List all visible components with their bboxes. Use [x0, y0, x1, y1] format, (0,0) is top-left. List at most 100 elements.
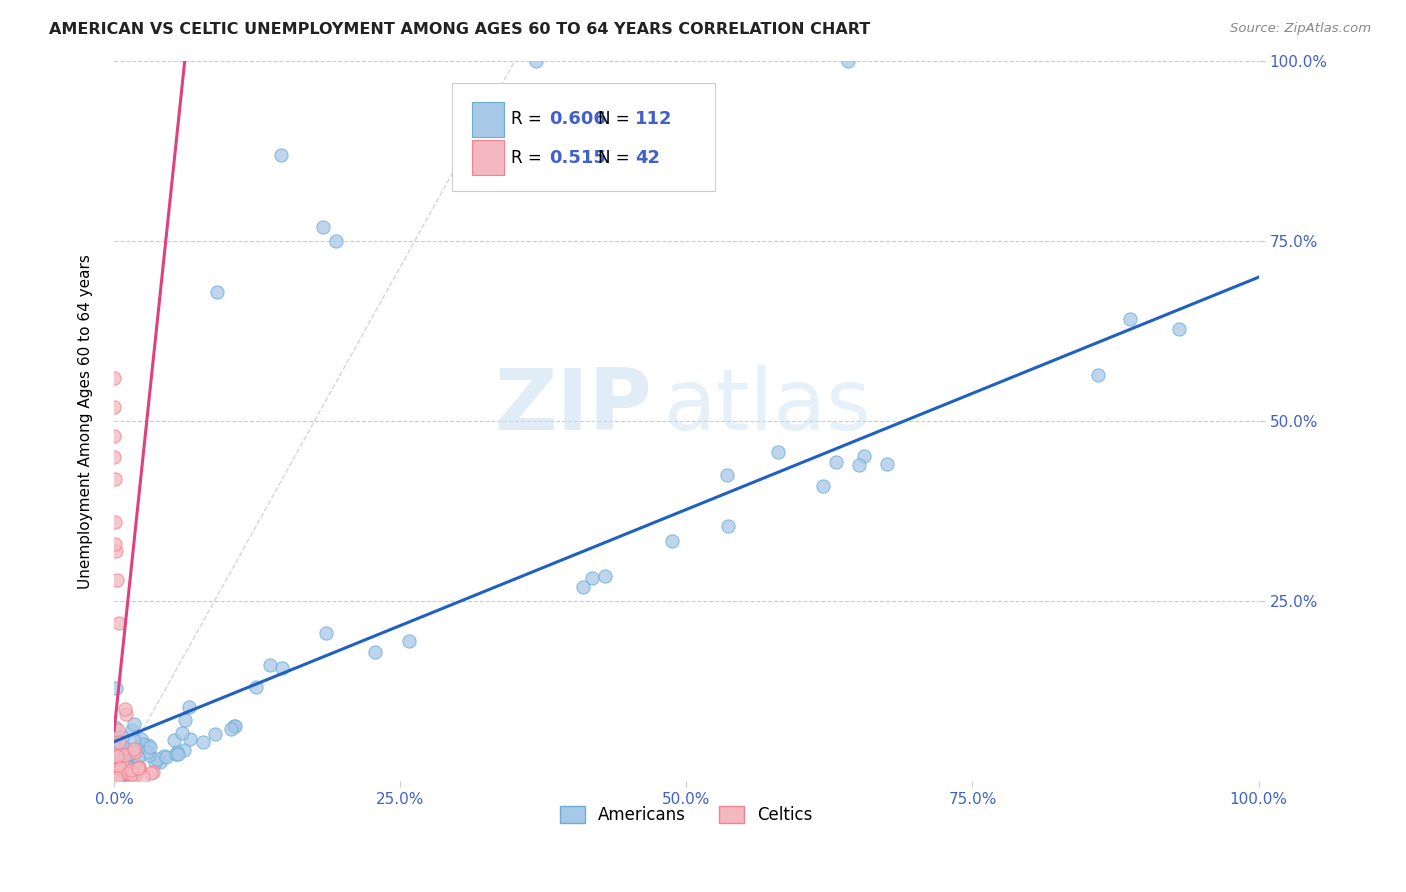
Text: Source: ZipAtlas.com: Source: ZipAtlas.com	[1230, 22, 1371, 36]
Text: N =: N =	[598, 149, 636, 167]
Point	[118, 766, 141, 780]
Point	[110, 750, 132, 764]
Point	[105, 770, 128, 784]
Point	[108, 764, 131, 778]
Point	[121, 763, 143, 777]
Point	[105, 769, 128, 783]
Point	[105, 772, 128, 786]
Point	[103, 400, 125, 414]
Point	[138, 747, 160, 762]
Point	[121, 766, 143, 780]
Point	[104, 536, 127, 550]
Point	[107, 771, 129, 785]
Point	[259, 658, 281, 673]
Point	[131, 737, 153, 751]
Point	[661, 534, 683, 549]
Text: R =: R =	[512, 149, 547, 167]
Point	[104, 764, 127, 779]
Text: 0.606: 0.606	[548, 111, 606, 128]
Point	[103, 428, 125, 442]
Point	[165, 747, 187, 762]
Point	[105, 730, 128, 744]
Point	[110, 741, 132, 756]
Point	[110, 760, 132, 774]
Point	[852, 449, 875, 463]
Point	[104, 773, 127, 788]
Point	[114, 702, 136, 716]
Point	[179, 732, 201, 747]
Point	[107, 768, 129, 782]
Point	[848, 458, 870, 472]
Point	[174, 713, 197, 727]
Point	[110, 764, 132, 779]
Point	[110, 769, 132, 783]
Point	[104, 472, 127, 486]
Point	[107, 760, 129, 774]
Point	[107, 765, 129, 780]
Text: AMERICAN VS CELTIC UNEMPLOYMENT AMONG AGES 60 TO 64 YEARS CORRELATION CHART: AMERICAN VS CELTIC UNEMPLOYMENT AMONG AG…	[49, 22, 870, 37]
Point	[107, 773, 129, 788]
Point	[593, 569, 616, 583]
Point	[107, 723, 129, 738]
Point	[114, 740, 136, 755]
Point	[104, 773, 127, 788]
Point	[115, 766, 138, 780]
Point	[581, 571, 603, 585]
Point	[146, 752, 169, 766]
Point	[138, 739, 160, 754]
Point	[245, 680, 267, 694]
Point	[122, 764, 145, 778]
Point	[364, 645, 387, 659]
Point	[120, 764, 142, 778]
Point	[108, 734, 131, 748]
Point	[115, 760, 138, 774]
Point	[142, 765, 165, 780]
Point	[124, 761, 146, 775]
Point	[103, 720, 125, 734]
Point	[127, 764, 149, 779]
Point	[811, 479, 834, 493]
Point	[224, 719, 246, 733]
Text: 0.515: 0.515	[548, 149, 606, 167]
Point	[111, 751, 134, 765]
Point	[107, 769, 129, 783]
Point	[103, 371, 125, 385]
Point	[315, 625, 337, 640]
Point	[398, 633, 420, 648]
Point	[224, 719, 246, 733]
FancyBboxPatch shape	[472, 140, 505, 175]
Point	[108, 615, 131, 630]
Point	[103, 450, 125, 465]
Point	[112, 767, 135, 781]
Point	[127, 762, 149, 776]
Point	[111, 763, 134, 777]
Point	[127, 758, 149, 772]
Point	[825, 455, 848, 469]
Point	[120, 763, 142, 777]
Point	[117, 766, 139, 780]
Point	[108, 764, 131, 778]
Point	[155, 750, 177, 764]
Point	[205, 285, 228, 299]
Point	[118, 759, 141, 773]
Point	[104, 515, 127, 529]
Point	[117, 766, 139, 780]
Point	[105, 763, 128, 777]
Point	[105, 748, 128, 763]
Point	[107, 766, 129, 780]
Point	[204, 727, 226, 741]
Point	[122, 742, 145, 756]
Point	[1168, 321, 1191, 335]
Point	[149, 755, 172, 769]
Point	[121, 723, 143, 738]
Point	[325, 234, 347, 248]
Point	[114, 747, 136, 762]
Point	[152, 748, 174, 763]
Point	[162, 732, 184, 747]
Point	[107, 768, 129, 782]
Point	[117, 760, 139, 774]
Point	[104, 742, 127, 756]
Point	[122, 716, 145, 731]
Point	[124, 771, 146, 785]
Point	[768, 445, 790, 459]
